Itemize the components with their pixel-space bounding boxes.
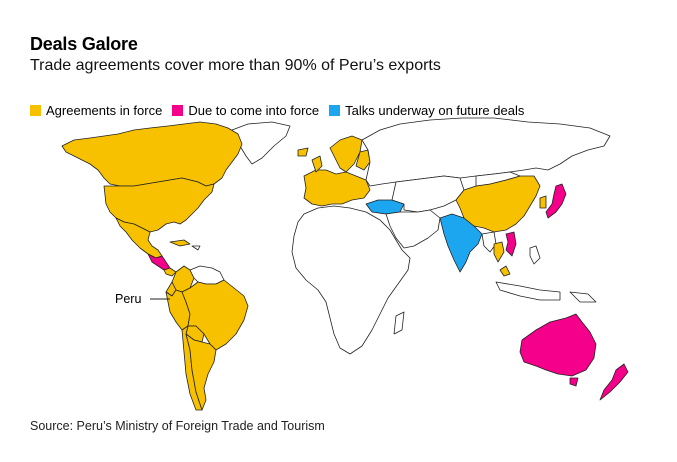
caribbean	[169, 239, 191, 247]
panama	[163, 267, 177, 277]
korea	[539, 195, 547, 209]
new-zealand	[599, 363, 629, 401]
peru-label: Peru	[115, 292, 142, 306]
canada	[61, 121, 243, 187]
legend-swatch-due	[172, 105, 184, 116]
scandinavia	[329, 135, 363, 173]
iceland	[297, 147, 309, 157]
tasmania	[569, 377, 579, 387]
legend-swatch-in-force	[30, 105, 41, 116]
legend-item-talks: Talks underway on future deals	[329, 103, 524, 118]
png	[569, 291, 597, 303]
japan	[545, 183, 567, 219]
legend-item-due: Due to come into force	[172, 103, 319, 118]
legend-item-in-force: Agreements in force	[30, 103, 162, 118]
legend-label-talks: Talks underway on future deals	[345, 103, 525, 118]
source-note: Source: Peru’s Ministry of Foreign Trade…	[30, 419, 325, 433]
legend: Agreements in force Due to come into for…	[30, 103, 534, 118]
greenland	[231, 121, 291, 165]
thailand	[493, 241, 505, 263]
chart-subtitle: Trade agreements cover more than 90% of …	[30, 57, 441, 74]
argentina	[185, 333, 217, 411]
russia	[361, 117, 611, 187]
venezuela	[189, 265, 225, 285]
australia	[519, 313, 597, 377]
legend-label-in-force: Agreements in force	[46, 103, 163, 118]
mexico	[115, 217, 163, 259]
malaysia	[499, 265, 511, 277]
africa	[291, 205, 411, 355]
indonesia	[495, 281, 561, 301]
legend-swatch-talks	[329, 105, 341, 116]
finland	[355, 149, 371, 171]
madagascar	[393, 311, 405, 335]
vietnam	[505, 231, 517, 257]
middle-east	[385, 209, 441, 249]
legend-label-due: Due to come into force	[188, 103, 320, 118]
central-asia	[391, 175, 465, 213]
turkey	[365, 199, 405, 215]
mongolia	[475, 171, 521, 187]
uk	[311, 155, 323, 173]
western-europe	[303, 169, 371, 207]
philippines	[529, 245, 541, 265]
myanmar	[481, 231, 497, 253]
caribbean-2	[191, 245, 201, 251]
chart-title: Deals Galore	[30, 34, 138, 54]
